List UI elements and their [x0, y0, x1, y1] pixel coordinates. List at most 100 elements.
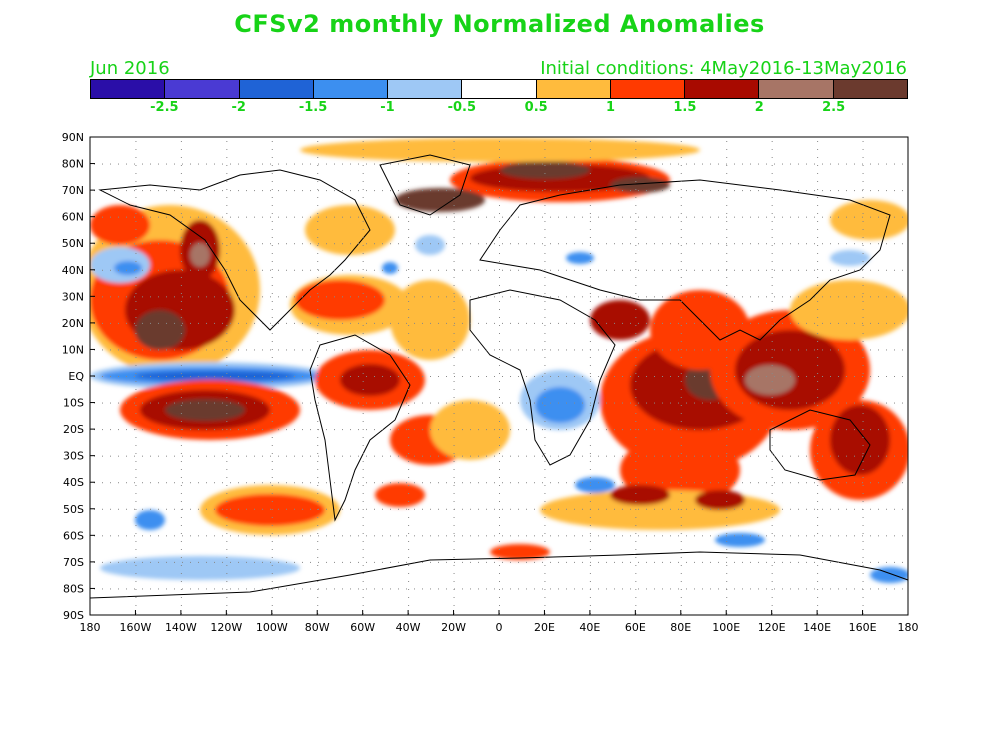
longitude-label: 20W	[441, 621, 466, 634]
legend-tick-label: 0.5	[524, 100, 548, 115]
longitude-label: 100E	[712, 621, 740, 634]
anomaly-patch	[830, 405, 890, 475]
latitude-label: 60N	[62, 211, 84, 224]
anomaly-patch	[165, 399, 245, 421]
longitude-label: 140E	[803, 621, 831, 634]
legend-swatch	[165, 80, 240, 98]
africa-outline	[469, 289, 616, 466]
legend-tick-label: 2	[754, 100, 764, 115]
longitude-label: 0	[496, 621, 503, 634]
anomaly-patch	[830, 200, 908, 240]
anomaly-patch	[135, 310, 185, 350]
legend-swatch	[388, 80, 463, 98]
latitude-label: 10N	[62, 343, 84, 356]
legend-tick-label: -1	[380, 100, 395, 115]
longitude-label: 140W	[165, 621, 197, 634]
longitude-label: 60E	[625, 621, 646, 634]
anomaly-patch	[490, 544, 550, 560]
anomaly-patch	[830, 250, 870, 266]
longitude-label: 80W	[305, 621, 330, 634]
latitude-label: 70S	[63, 556, 84, 569]
latitude-label: 20S	[63, 423, 84, 436]
latitude-label: 70N	[62, 184, 84, 197]
greenland-outline	[379, 154, 471, 216]
legend-swatch	[313, 80, 389, 98]
longitude-label: 60W	[350, 621, 375, 634]
legend-swatch	[91, 80, 166, 98]
longitude-label: 180	[80, 621, 101, 634]
anomaly-patch	[340, 364, 400, 396]
anomaly-patch	[382, 262, 398, 274]
legend-swatch	[462, 80, 537, 98]
anomaly-patch	[566, 252, 594, 264]
longitude-label: 160W	[120, 621, 152, 634]
anomaly-patch	[375, 483, 425, 507]
longitude-label: 120W	[210, 621, 242, 634]
legend-tick-label: 2.5	[822, 100, 846, 115]
longitude-label: 180	[898, 621, 919, 634]
latitude-label: 20N	[62, 317, 84, 330]
legend-swatch	[685, 80, 760, 98]
longitude-label: 160E	[849, 621, 877, 634]
anomaly-patch	[575, 477, 615, 493]
anomaly-patch	[190, 243, 210, 267]
anomaly-patch	[715, 533, 765, 547]
latitude-label: 50N	[62, 237, 84, 250]
legend-swatch	[759, 80, 834, 98]
anomaly-patch	[790, 280, 908, 340]
latitude-label: 40N	[62, 264, 84, 277]
longitude-label: 80E	[670, 621, 691, 634]
longitude-label: 120E	[758, 621, 786, 634]
latitude-label: 30N	[62, 290, 84, 303]
anomaly-patch	[745, 365, 795, 395]
latitude-label: 90N	[62, 131, 84, 144]
anomaly-patch	[114, 261, 142, 275]
anomaly-patch	[390, 280, 470, 360]
month-label: Jun 2016	[90, 58, 170, 79]
south-america-outline	[309, 334, 411, 522]
anomaly-patch	[415, 235, 445, 255]
anomaly-patch	[90, 205, 150, 245]
color-legend-ticks: -2.5 -2 -1.5 -1 -0.5 0.5 1 1.5 2 2.5	[90, 100, 908, 118]
latitude-label: EQ	[68, 370, 84, 383]
legend-tick-label: -1.5	[298, 100, 328, 115]
anomaly-patch	[695, 490, 745, 510]
anomaly-patch	[500, 161, 590, 179]
latitude-label: 40S	[63, 476, 84, 489]
latitude-label: 10S	[63, 397, 84, 410]
antarctica-outline	[89, 551, 909, 599]
latitude-label: 50S	[63, 503, 84, 516]
initial-conditions-label: Initial conditions: 4May2016-13May2016	[540, 58, 907, 79]
north-america-outline	[98, 169, 371, 331]
longitude-label: 100W	[256, 621, 288, 634]
map-title: CFSv2 monthly Normalized Anomalies	[234, 10, 765, 38]
legend-swatch	[833, 80, 907, 98]
anomaly-patch	[305, 205, 395, 255]
legend-tick-label: -2.5	[150, 100, 179, 115]
latitude-label: 30S	[63, 450, 84, 463]
anomaly-patch	[870, 567, 908, 583]
longitude-label: 40W	[396, 621, 421, 634]
legend-swatch	[536, 80, 611, 98]
latitude-label: 60S	[63, 529, 84, 542]
latitude-label: 90S	[63, 609, 84, 622]
anomaly-patch	[135, 510, 165, 530]
legend-tick-label: 1	[606, 100, 616, 115]
latitude-label: 80S	[63, 582, 84, 595]
legend-swatch	[239, 80, 314, 98]
anomaly-patch	[100, 556, 300, 580]
color-legend-bar	[90, 79, 908, 99]
longitude-label: 20E	[534, 621, 555, 634]
longitude-label: 40E	[579, 621, 600, 634]
anomaly-patch	[535, 387, 585, 423]
anomaly-patch	[610, 177, 670, 193]
legend-tick-label: 1.5	[673, 100, 697, 115]
legend-tick-label: -0.5	[447, 100, 477, 115]
anomaly-patch	[610, 485, 670, 505]
anomaly-patch	[590, 300, 650, 340]
eurasia-outline	[479, 179, 891, 341]
latitude-label: 80N	[62, 158, 84, 171]
anomaly-patch	[295, 280, 385, 320]
anomaly-patch	[215, 494, 325, 526]
